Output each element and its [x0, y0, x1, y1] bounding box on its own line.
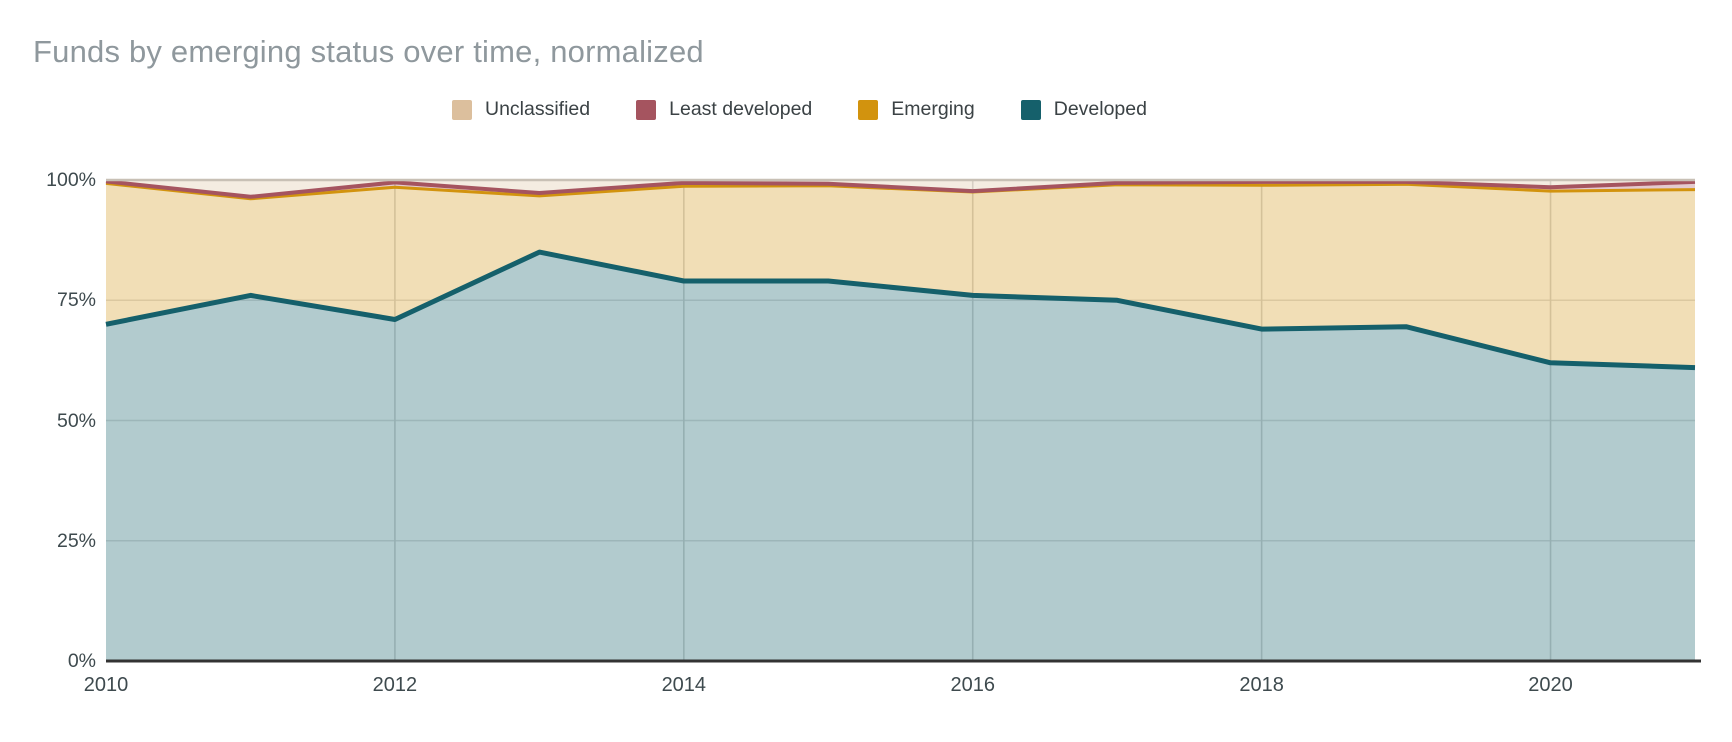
legend-label: Emerging [891, 98, 975, 120]
area-developed[interactable] [106, 252, 1695, 661]
area-unclassified[interactable] [106, 180, 1695, 197]
y-tick-label-0: 0% [67, 650, 96, 672]
legend-item-developed[interactable]: Developed [1020, 98, 1147, 121]
chart-title: Funds by emerging status over time, norm… [33, 34, 704, 69]
line-developed [105, 249, 1696, 371]
x-tick-label-2010: 2010 [83, 674, 129, 696]
x-tick-label-2018: 2018 [1239, 674, 1284, 696]
legend-label: Least developed [669, 98, 813, 120]
chart-legend: Unclassified Least developed Emerging Devel… [452, 98, 1147, 121]
y-tick-label-100: 100% [46, 169, 96, 191]
legend-label: Developed [1053, 98, 1147, 120]
x-tick-label-2014: 2014 [661, 674, 707, 696]
x-tick-label-2020: 2020 [1528, 674, 1573, 696]
y-tick-label-75: 75% [56, 289, 96, 312]
legend-swatch-unclassified [452, 99, 472, 120]
legend-swatch-developed [1020, 99, 1041, 120]
legend-item-unclassified[interactable]: Unclassified [452, 98, 590, 121]
x-tick-label-2012: 2012 [372, 674, 418, 696]
y-tick-label-50: 50% [56, 409, 96, 432]
y-tick-label-25: 25% [56, 529, 96, 552]
legend-swatch-emerging [858, 99, 879, 120]
legend-label: Unclassified [485, 98, 591, 120]
area-emerging[interactable] [106, 183, 1695, 368]
x-tick-label-2016: 2016 [950, 674, 995, 696]
legend-swatch-least-developed [636, 99, 657, 120]
legend-item-emerging[interactable]: Emerging [858, 98, 975, 121]
line-least-developed [105, 179, 1696, 199]
legend-item-least-developed[interactable]: Least developed [636, 98, 812, 121]
